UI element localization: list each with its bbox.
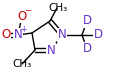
Text: N: N [47, 44, 55, 56]
Text: D: D [82, 43, 92, 56]
Text: O: O [17, 10, 27, 22]
Text: −: − [24, 6, 31, 16]
Text: N: N [58, 28, 66, 41]
Text: CH₃: CH₃ [12, 59, 32, 69]
Text: +: + [20, 26, 26, 34]
Text: CH₃: CH₃ [48, 3, 68, 13]
Text: N: N [14, 28, 22, 41]
Text: D: D [82, 15, 92, 28]
Text: D: D [93, 28, 103, 41]
Text: O: O [1, 28, 11, 41]
